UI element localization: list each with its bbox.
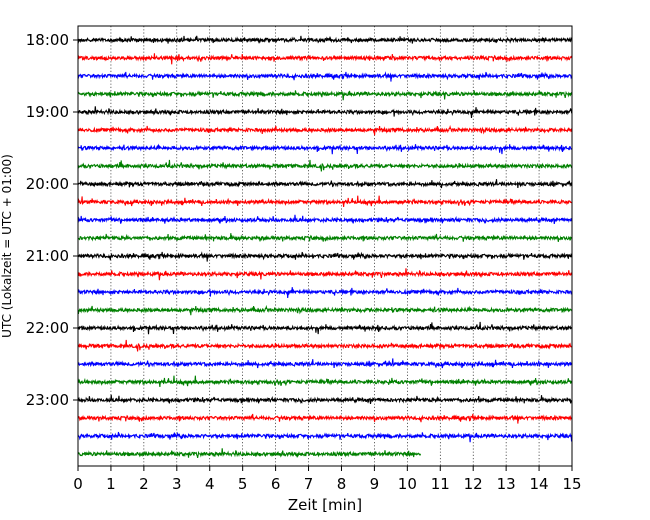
plot-frame bbox=[77, 25, 573, 467]
trace-2345 bbox=[77, 448, 422, 458]
trace-2130 bbox=[77, 287, 573, 299]
x-tick-label: 13 bbox=[497, 475, 516, 493]
trace-2100 bbox=[77, 251, 573, 262]
x-tick-label: 9 bbox=[370, 475, 380, 493]
x-tick-label: 6 bbox=[271, 475, 281, 493]
y-tick-label: 20:00 bbox=[26, 175, 69, 193]
x-tick-label: 15 bbox=[562, 475, 581, 493]
trace-2330 bbox=[77, 431, 573, 443]
trace-2200 bbox=[77, 321, 573, 335]
y-tick-label: 23:00 bbox=[26, 391, 69, 409]
x-tick-label: 12 bbox=[464, 475, 483, 493]
x-tick-label: 11 bbox=[431, 475, 450, 493]
x-tick-label: 3 bbox=[172, 475, 182, 493]
trace-2115 bbox=[77, 268, 573, 281]
y-axis-label: UTC (Lokalzeit = UTC + 01:00) bbox=[0, 154, 14, 338]
trace-2045 bbox=[77, 233, 573, 242]
trace-1815 bbox=[77, 53, 573, 65]
x-tick-label: 8 bbox=[337, 475, 347, 493]
x-tick-label: 7 bbox=[304, 475, 314, 493]
y-tick-label: 18:00 bbox=[26, 31, 69, 49]
y-tick-label: 19:00 bbox=[26, 103, 69, 121]
trace-2000 bbox=[77, 179, 573, 189]
y-tick-label: 21:00 bbox=[26, 247, 69, 265]
trace-2230 bbox=[77, 358, 573, 369]
trace-2300 bbox=[77, 394, 573, 405]
x-tick-label: 2 bbox=[139, 475, 149, 493]
trace-2030 bbox=[77, 214, 573, 225]
trace-2015 bbox=[77, 195, 573, 208]
x-axis-label: Zeit [min] bbox=[288, 496, 362, 514]
trace-1845 bbox=[77, 90, 573, 101]
trace-2315 bbox=[77, 413, 573, 424]
y-axis-ticks: 18:00 19:00 20:00 21:00 22:00 23:00 bbox=[26, 31, 78, 409]
trace-1830 bbox=[77, 71, 573, 82]
traces-group bbox=[77, 35, 573, 458]
trace-1800 bbox=[77, 35, 573, 44]
trace-2145 bbox=[77, 304, 573, 316]
x-tick-label: 14 bbox=[530, 475, 549, 493]
y-tick-label: 22:00 bbox=[26, 319, 69, 337]
trace-1945 bbox=[77, 159, 573, 172]
x-tick-label: 10 bbox=[398, 475, 417, 493]
x-tick-label: 1 bbox=[106, 475, 116, 493]
x-tick-label: 0 bbox=[73, 475, 83, 493]
x-axis-ticks: 0 1 2 3 4 5 6 7 8 9 10 11 12 13 14 15 bbox=[73, 466, 582, 493]
trace-2245 bbox=[77, 375, 573, 388]
x-tick-label: 5 bbox=[238, 475, 248, 493]
trace-2215 bbox=[77, 339, 573, 352]
trace-1915 bbox=[77, 124, 573, 136]
trace-1930 bbox=[77, 143, 573, 155]
trace-1900 bbox=[77, 106, 573, 119]
x-tick-label: 4 bbox=[205, 475, 215, 493]
